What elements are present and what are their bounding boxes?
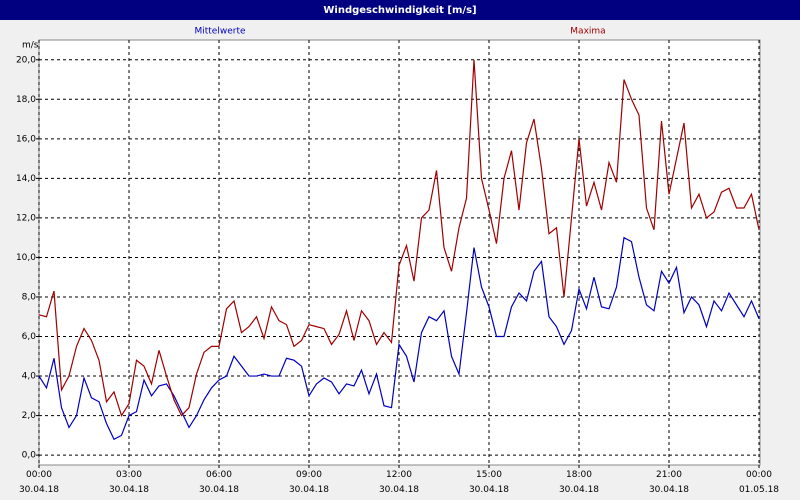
x-tick-label: 00:00 01.05.18 — [739, 470, 779, 495]
y-tick-label: 18,0 — [16, 95, 36, 105]
x-tick-label: 09:00 30.04.18 — [289, 470, 329, 495]
legend-label: Maxima — [570, 27, 605, 37]
title-bar — [0, 0, 800, 20]
y-tick-label: 2,0 — [22, 411, 37, 421]
y-axis-label: m/s — [22, 41, 39, 51]
legend-label: Mittelwerte — [194, 27, 245, 37]
y-tick-label: 16,0 — [16, 134, 36, 144]
y-tick-label: 0,0 — [22, 451, 37, 461]
x-tick-label: 06:00 30.04.18 — [199, 470, 239, 495]
x-tick-label: 03:00 30.04.18 — [109, 470, 149, 495]
x-tick-label: 18:00 30.04.18 — [559, 470, 599, 495]
x-tick-label: 12:00 30.04.18 — [379, 470, 419, 495]
y-tick-label: 4,0 — [22, 372, 37, 382]
series-line — [38, 236, 760, 441]
chart-title: Windgeschwindigkeit [m/s] — [323, 5, 476, 16]
y-tick-label: 10,0 — [16, 253, 36, 263]
x-tick-label: 00:00 30.04.18 — [19, 470, 59, 495]
y-tick-label: 6,0 — [22, 332, 37, 342]
x-tick-label: 21:00 30.04.18 — [649, 470, 689, 495]
series-line — [38, 59, 760, 417]
y-tick-label: 12,0 — [16, 213, 36, 223]
y-tick-label: 20,0 — [16, 55, 36, 65]
y-tick-label: 8,0 — [22, 292, 37, 302]
x-tick-label: 15:00 30.04.18 — [469, 470, 509, 495]
y-tick-label: 14,0 — [16, 174, 36, 184]
